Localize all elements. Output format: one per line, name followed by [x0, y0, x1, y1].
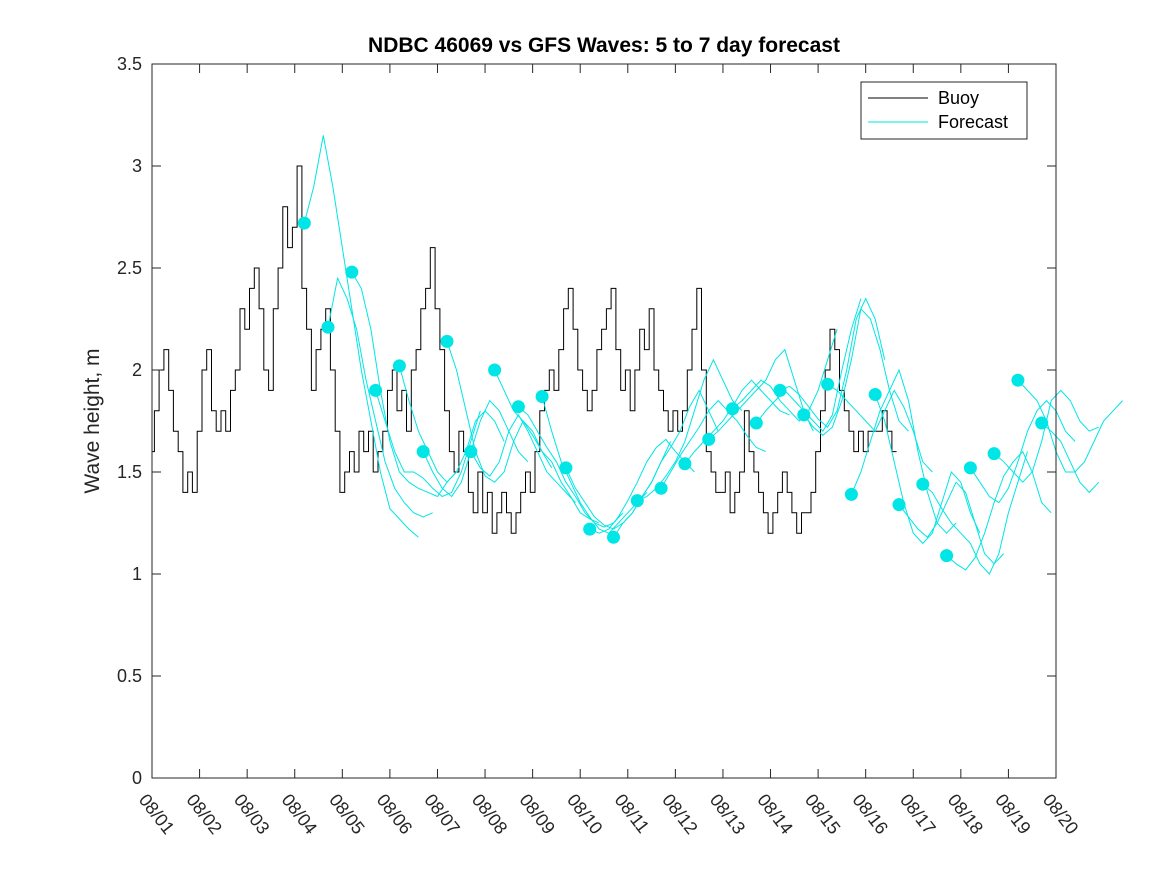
forecast-start-marker — [654, 481, 668, 495]
forecast-line — [327, 276, 433, 518]
legend-forecast-label: Forecast — [938, 112, 1008, 132]
legend: Buoy Forecast — [860, 81, 1028, 140]
forecast-start-marker — [416, 445, 430, 459]
forecast-line — [898, 481, 1005, 565]
y-tick-label: 0.5 — [117, 666, 142, 686]
forecast-start-marker — [844, 487, 858, 501]
forecast-line — [874, 394, 981, 545]
forecast-line — [732, 329, 838, 422]
forecast-line — [708, 348, 814, 440]
forecast-start-marker — [1035, 416, 1049, 430]
y-tick-label: 1.5 — [117, 462, 142, 482]
forecast-start-marker — [583, 522, 597, 536]
forecast-start-marker — [868, 388, 882, 401]
forecast-start-marker — [535, 390, 549, 403]
y-tick-label: 3.5 — [117, 54, 142, 74]
forecast-line — [1041, 422, 1100, 494]
forecast-line — [303, 135, 419, 538]
buoy-line — [152, 165, 897, 534]
forecast-series — [297, 135, 1123, 575]
forecast-line — [922, 451, 1028, 575]
forecast-line — [375, 390, 481, 498]
forecast-start-marker — [488, 363, 502, 377]
forecast-start-marker — [630, 494, 644, 508]
forecast-start-marker — [1011, 373, 1025, 387]
y-tick-label: 2 — [132, 360, 142, 380]
forecast-line — [398, 365, 505, 483]
forecast-line — [850, 368, 957, 534]
forecast-line — [946, 450, 1052, 571]
plot-area — [151, 63, 1123, 779]
forecast-start-marker — [702, 432, 716, 446]
forecast-line — [637, 358, 743, 502]
forecast-line — [969, 399, 1076, 504]
forecast-line — [660, 399, 766, 489]
forecast-line — [518, 406, 624, 528]
forecast-line — [779, 297, 886, 428]
forecast-start-marker — [440, 334, 454, 348]
forecast-start-marker — [821, 377, 835, 391]
forecast-start-marker — [749, 416, 763, 430]
forecast-start-marker — [987, 447, 1001, 461]
axes-background — [152, 64, 1056, 778]
forecast-line — [589, 438, 695, 534]
y-axis: 0 0.5 1 1.5 2 2.5 3 3.5 — [117, 54, 1056, 788]
forecast-line — [446, 341, 553, 483]
buoy-series — [152, 165, 897, 534]
forecast-start-marker — [773, 383, 787, 397]
forecast-start-marker — [607, 530, 620, 544]
forecast-line — [541, 396, 648, 534]
forecast-start-marker — [464, 445, 478, 459]
forecast-start-marker — [916, 477, 930, 491]
forecast-start-marker — [559, 461, 573, 475]
axes-box — [151, 63, 1057, 779]
chart-title: NDBC 46069 vs GFS Waves: 5 to 7 day fore… — [368, 34, 840, 57]
forecast-line — [1017, 379, 1123, 473]
y-tick-label: 0 — [132, 768, 142, 788]
forecast-start-marker — [963, 461, 977, 475]
y-tick-label: 1 — [132, 564, 142, 584]
forecast-start-marker — [297, 216, 311, 230]
forecast-start-marker — [511, 400, 525, 414]
forecast-line — [422, 399, 529, 498]
forecast-line — [803, 307, 909, 436]
forecast-start-marker — [797, 408, 811, 422]
forecast-line — [684, 379, 790, 465]
y-tick-label: 3 — [132, 156, 142, 176]
forecast-start-marker — [726, 402, 739, 416]
forecast-line — [470, 413, 576, 503]
forecast-start-marker — [345, 265, 359, 279]
y-tick-label: 2.5 — [117, 258, 142, 278]
forecast-start-marker — [678, 457, 692, 471]
y-axis-label: Wave height, m — [81, 348, 104, 493]
legend-box — [860, 81, 1028, 140]
forecast-start-marker — [321, 320, 335, 334]
forecast-start-marker — [892, 498, 906, 512]
forecast-start-marker — [392, 359, 406, 373]
forecast-line — [613, 389, 719, 538]
forecast-start-marker — [940, 549, 954, 563]
legend-buoy-label: Buoy — [938, 88, 979, 108]
forecast-start-marker — [369, 383, 383, 397]
